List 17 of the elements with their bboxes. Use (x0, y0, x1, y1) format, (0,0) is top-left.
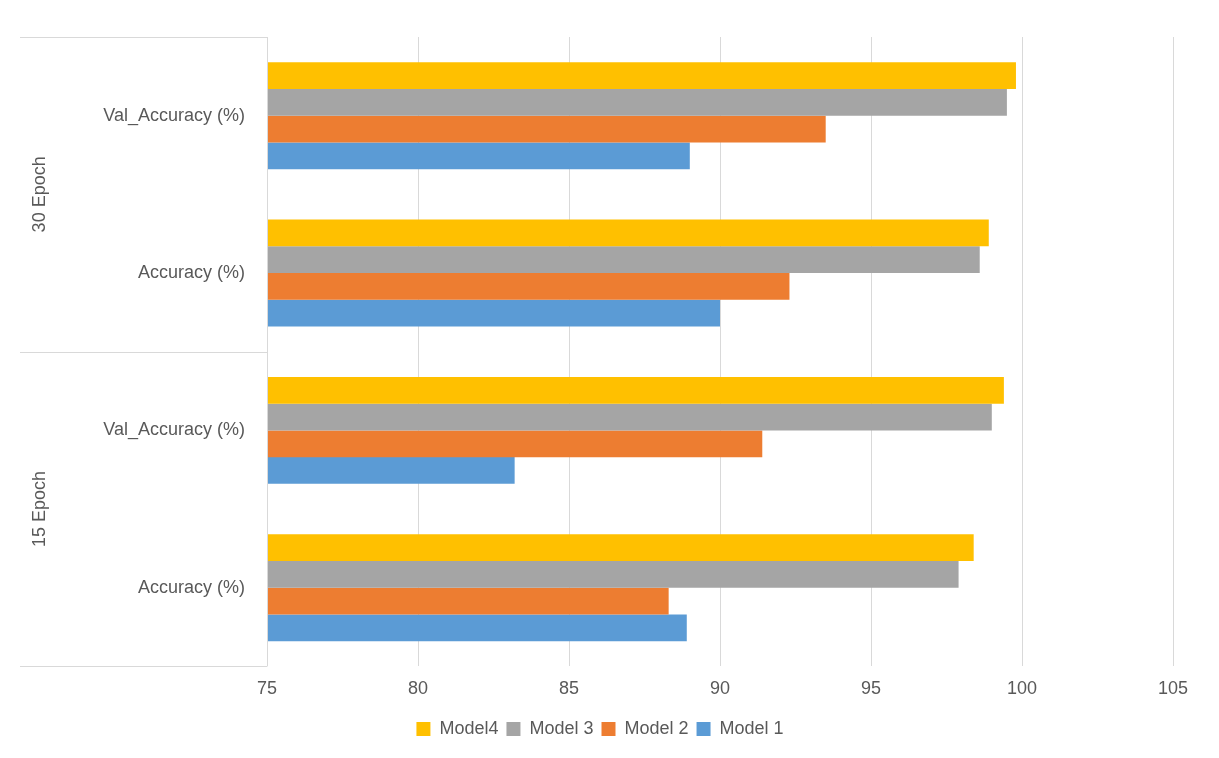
legend-label: Model 2 (624, 717, 689, 738)
x-tick-label: 75 (256, 678, 278, 699)
x-tick-label: 85 (558, 678, 580, 699)
y-tick-label: Val_Accuracy (%) (103, 104, 245, 126)
text: 15 Epoch (28, 471, 49, 548)
legend-label: Model 3 (529, 717, 594, 738)
legend-label: Model4 (439, 717, 499, 738)
x-tick-label: 95 (860, 678, 882, 699)
y-tick-label: Val_Accuracy (%) (103, 419, 245, 441)
legend-label: Model 1 (719, 717, 784, 738)
x-tick-label: 105 (1157, 678, 1189, 699)
x-tick-label: 100 (1006, 678, 1038, 699)
y-tick-label: Accuracy (%) (137, 576, 245, 597)
y-tick-label: Accuracy (%) (137, 261, 245, 282)
x-tick-label: 90 (709, 678, 731, 699)
x-tick-label: 80 (407, 678, 429, 699)
text: 30 Epoch (28, 156, 49, 233)
